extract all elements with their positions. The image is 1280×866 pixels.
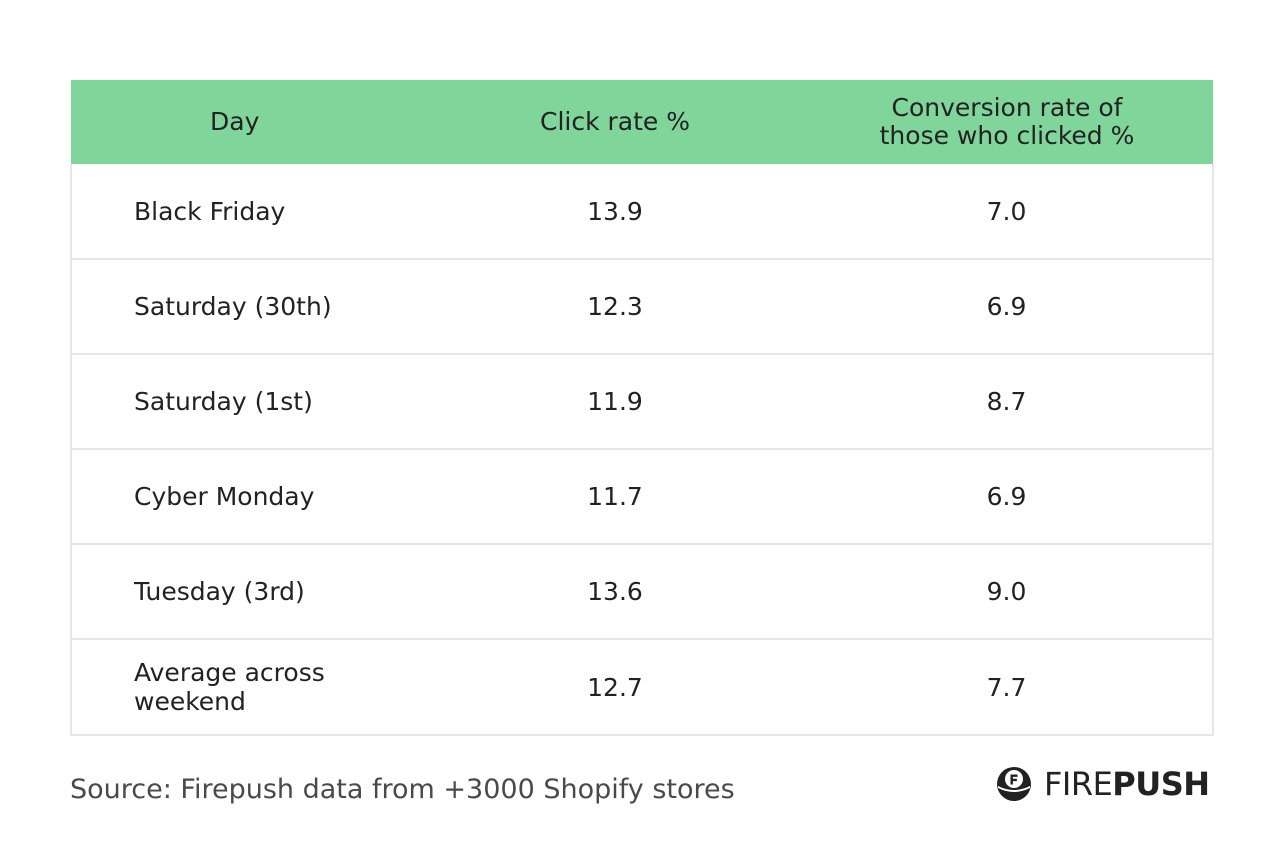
- data-table: Day Click rate % Conversion rate of thos…: [70, 80, 1214, 736]
- header-row: Day Click rate % Conversion rate of thos…: [71, 80, 1213, 164]
- table-row: Saturday (30th) 12.3 6.9: [70, 259, 1214, 355]
- header-day: Day: [210, 107, 260, 136]
- header-click-rate: Click rate %: [540, 107, 690, 136]
- cell-click-rate: 12.3: [429, 259, 801, 355]
- brand: FIREPUSH: [996, 764, 1210, 804]
- table-row: Tuesday (3rd) 13.6 9.0: [70, 544, 1214, 640]
- cell-conversion-rate: 8.7: [801, 354, 1214, 450]
- cell-click-rate: 11.9: [429, 354, 801, 450]
- source-note: Source: Firepush data from +3000 Shopify…: [70, 774, 735, 805]
- table-row: Average across weekend 12.7 7.7: [70, 639, 1214, 736]
- brand-name: FIREPUSH: [1044, 765, 1210, 803]
- cell-click-rate: 12.7: [429, 639, 801, 736]
- table-header: Day Click rate % Conversion rate of thos…: [71, 80, 1213, 164]
- header-conversion-line2: those who clicked %: [879, 121, 1135, 150]
- brand-name-fire: FIRE: [1044, 765, 1113, 803]
- table-row: Black Friday 13.9 7.0: [70, 164, 1214, 260]
- data-table-container: Day Click rate % Conversion rate of thos…: [70, 80, 1214, 736]
- cell-conversion-rate: 9.0: [801, 544, 1214, 640]
- cell-day: Saturday (1st): [70, 354, 429, 450]
- brand-name-push: PUSH: [1112, 765, 1210, 803]
- firepush-logo-icon: [997, 767, 1031, 801]
- cell-day: Tuesday (3rd): [70, 544, 429, 640]
- cell-click-rate: 13.6: [429, 544, 801, 640]
- cell-click-rate: 11.7: [429, 449, 801, 545]
- header-conversion-rate: Conversion rate of those who clicked %: [801, 80, 1213, 164]
- table-row: Cyber Monday 11.7 6.9: [70, 449, 1214, 545]
- cell-day: Cyber Monday: [70, 449, 429, 545]
- cell-conversion-rate: 6.9: [801, 259, 1214, 355]
- cell-conversion-rate: 7.0: [801, 164, 1214, 260]
- cell-day: Saturday (30th): [70, 259, 429, 355]
- cell-day: Average across weekend: [70, 639, 429, 736]
- header-conversion-line1: Conversion rate of: [891, 93, 1123, 122]
- table-row: Saturday (1st) 11.9 8.7: [70, 354, 1214, 450]
- cell-conversion-rate: 6.9: [801, 449, 1214, 545]
- table-body: Black Friday 13.9 7.0 Saturday (30th) 12.3 6.…: [70, 164, 1214, 736]
- cell-day: Black Friday: [70, 164, 429, 260]
- cell-click-rate: 13.9: [429, 164, 801, 260]
- cell-conversion-rate: 7.7: [801, 639, 1214, 736]
